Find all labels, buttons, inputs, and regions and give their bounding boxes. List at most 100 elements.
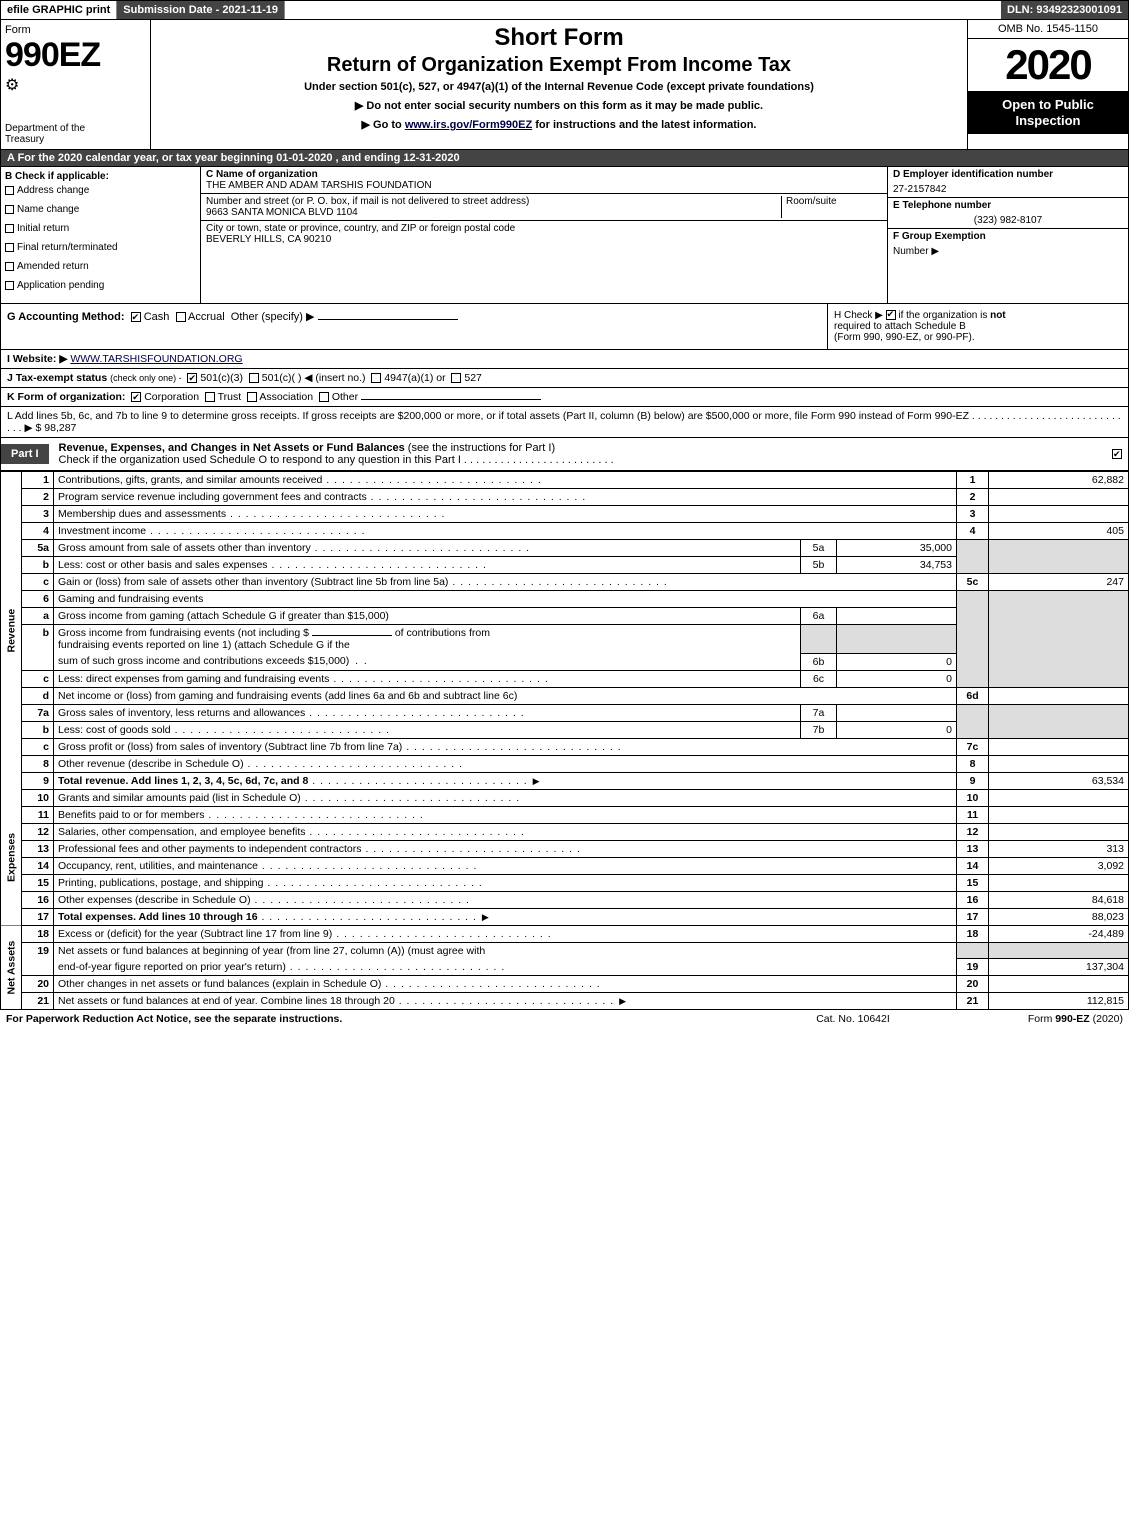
amount: 84,618 (989, 891, 1129, 908)
numcol: 20 (957, 976, 989, 993)
main-title: Return of Organization Exempt From Incom… (157, 54, 961, 77)
chk-4947[interactable] (371, 373, 381, 383)
line-19a: 19 Net assets or fund balances at beginn… (1, 942, 1129, 959)
shaded-cell (801, 625, 837, 654)
ein-label: D Employer identification number (888, 167, 1128, 182)
chk-501c3[interactable] (187, 373, 197, 383)
line-desc: Less: direct expenses from gaming and fu… (54, 670, 801, 687)
desc-text: end-of-year figure reported on prior yea… (58, 961, 286, 973)
ein-value: 27-2157842 (888, 182, 1128, 198)
desc-text: Contributions, gifts, grants, and simila… (58, 474, 322, 486)
line-desc: Benefits paid to or for members (54, 806, 957, 823)
line-7c: c Gross profit or (loss) from sales of i… (1, 738, 1129, 755)
dots-icon (329, 673, 548, 685)
chk-address-change[interactable]: Address change (5, 185, 196, 196)
phone-value: (323) 982-8107 (888, 213, 1128, 229)
line-desc: Total expenses. Add lines 10 through 16 (54, 908, 957, 925)
subcol-label: 7b (801, 721, 837, 738)
line-11: 11 Benefits paid to or for members 11 (1, 806, 1129, 823)
desc-text: Total expenses. Add lines 10 through 16 (58, 911, 258, 923)
irs-link[interactable]: www.irs.gov/Form990EZ (405, 119, 532, 131)
line-desc: Net income or (loss) from gaming and fun… (54, 687, 957, 704)
subcol-label: 6a (801, 608, 837, 625)
j-sub: (check only one) - (110, 373, 182, 383)
top-bar: efile GRAPHIC print Submission Date - 20… (0, 0, 1129, 20)
contrib-amount-input[interactable] (312, 635, 392, 636)
org-name-label: C Name of organization (206, 169, 882, 180)
room-label: Room/suite (786, 196, 882, 207)
line-12: 12 Salaries, other compensation, and emp… (1, 823, 1129, 840)
desc-text: Program service revenue including govern… (58, 491, 367, 503)
linenum: 9 (22, 772, 54, 789)
linenum: b (22, 625, 54, 671)
line-desc: Other changes in net assets or fund bala… (54, 976, 957, 993)
chk-cash[interactable] (131, 312, 141, 322)
line-desc: Less: cost or other basis and sales expe… (54, 557, 801, 574)
dots-icon (268, 559, 487, 571)
chk-label: Name change (17, 204, 79, 215)
line-desc: Contributions, gifts, grants, and simila… (54, 472, 957, 489)
amount (989, 823, 1129, 840)
desc-text: Printing, publications, postage, and shi… (58, 877, 263, 889)
chk-527[interactable] (451, 373, 461, 383)
efile-print-label[interactable]: efile GRAPHIC print (1, 1, 117, 19)
dots-icon (381, 978, 600, 990)
city-value: BEVERLY HILLS, CA 90210 (206, 234, 882, 245)
chk-association[interactable] (247, 392, 257, 402)
chk-label: Application pending (17, 280, 104, 291)
line-desc: Gross sales of inventory, less returns a… (54, 704, 801, 721)
numcol: 21 (957, 993, 989, 1010)
chk-accrual[interactable] (176, 312, 186, 322)
part-I-schedule-o-check[interactable] (1112, 448, 1128, 460)
linenum: 3 (22, 506, 54, 523)
arrow-icon (617, 995, 628, 1007)
dots-icon (286, 961, 505, 973)
header-center: Short Form Return of Organization Exempt… (151, 20, 968, 149)
chk-amended-return[interactable]: Amended return (5, 261, 196, 272)
linenum: 6 (22, 591, 54, 608)
numcol: 10 (957, 789, 989, 806)
desc-text: Net assets or fund balances at end of ye… (58, 995, 395, 1007)
linenum: 21 (22, 993, 54, 1010)
dln: DLN: 93492323001091 (1001, 1, 1128, 19)
numcol: 7c (957, 738, 989, 755)
part-I-title-sub: (see the instructions for Part I) (405, 442, 555, 454)
chk-label: Amended return (17, 261, 89, 272)
footer-form-bold: 990-EZ (1055, 1013, 1089, 1025)
desc-text: Gross sales of inventory, less returns a… (58, 707, 305, 719)
footer-form-post: (2020) (1090, 1013, 1123, 1025)
subcol-value: 35,000 (837, 540, 957, 557)
dots-icon (226, 508, 445, 520)
opt-accrual: Accrual (188, 311, 225, 323)
subcol-value: 0 (837, 721, 957, 738)
chk-other-org[interactable] (319, 392, 329, 402)
numcol: 12 (957, 823, 989, 840)
chk-initial-return[interactable]: Initial return (5, 223, 196, 234)
website-link[interactable]: WWW.TARSHISFOUNDATION.ORG (70, 353, 242, 365)
desc-text: Less: cost of goods sold (58, 724, 171, 736)
part-I-title-main: Revenue, Expenses, and Changes in Net As… (59, 442, 405, 454)
amount (989, 806, 1129, 823)
chk-trust[interactable] (205, 392, 215, 402)
linenum: c (22, 738, 54, 755)
website-label: I Website: ▶ (7, 353, 67, 365)
other-org-input[interactable] (361, 399, 541, 400)
amount (989, 755, 1129, 772)
chk-name-change[interactable]: Name change (5, 204, 196, 215)
catalog-number: Cat. No. 10642I (763, 1013, 943, 1025)
shaded-cell (989, 540, 1129, 574)
chk-corporation[interactable] (131, 392, 141, 402)
line-14: 14 Occupancy, rent, utilities, and maint… (1, 857, 1129, 874)
line-desc: Investment income (54, 523, 957, 540)
identity-block: B Check if applicable: Address change Na… (0, 167, 1129, 304)
chk-final-return[interactable]: Final return/terminated (5, 242, 196, 253)
chk-501c[interactable] (249, 373, 259, 383)
chk-application-pending[interactable]: Application pending (5, 280, 196, 291)
dots-icon (171, 724, 390, 736)
opt-association: Association (259, 391, 313, 403)
other-specify-input[interactable] (318, 319, 458, 320)
amount: 88,023 (989, 908, 1129, 925)
chk-schedule-b-not[interactable] (886, 310, 896, 320)
linenum: 8 (22, 755, 54, 772)
amount (989, 976, 1129, 993)
